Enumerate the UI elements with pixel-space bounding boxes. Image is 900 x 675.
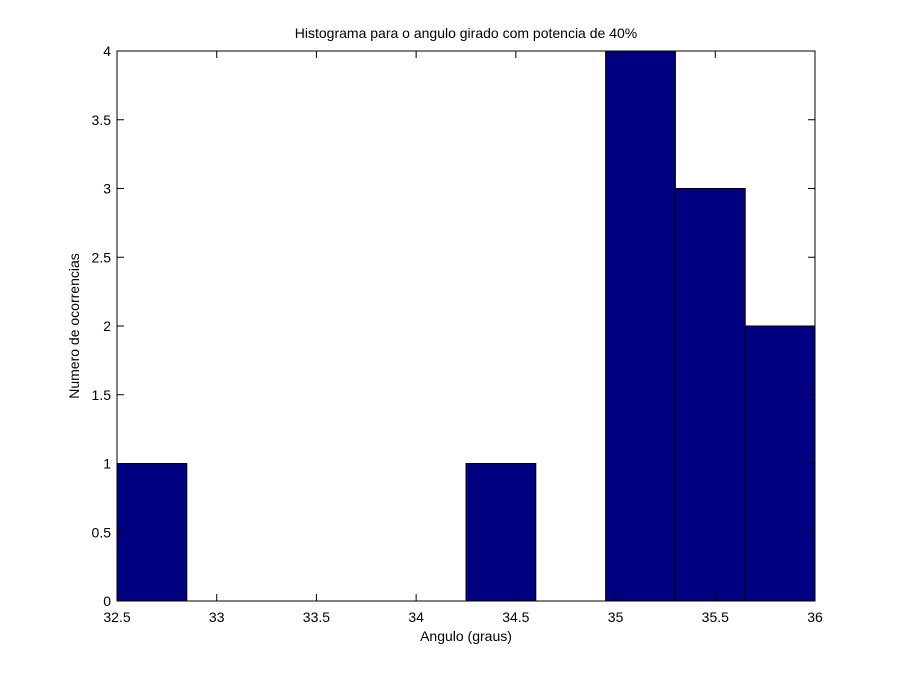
- x-tick-label: 34: [408, 609, 424, 625]
- y-axis-label: Numero de ocorrencias: [66, 253, 82, 399]
- x-tick-label: 35: [608, 609, 624, 625]
- y-tick-label: 3.5: [92, 112, 112, 128]
- x-tick-label: 36: [807, 609, 823, 625]
- plot-frame: [116, 50, 816, 602]
- y-tick-label: 1.5: [92, 387, 112, 403]
- bars-group: [116, 50, 816, 602]
- y-tick-label: 2: [103, 318, 111, 334]
- x-axis-label: Angulo (graus): [420, 628, 512, 644]
- x-tick-label: 32.5: [103, 609, 130, 625]
- y-tick-label: 0: [103, 593, 111, 609]
- histogram-bar-5: [465, 463, 537, 602]
- chart-title: Histograma para o angulo girado com pote…: [295, 25, 637, 41]
- y-axis-ticks: 0 0.5 1 1.5 2 2.5 3 3.5 4: [92, 43, 815, 609]
- y-tick-label: 0.5: [92, 524, 112, 540]
- histogram-bar-0: [116, 463, 188, 602]
- y-tick-label: 2.5: [92, 249, 112, 265]
- x-tick-label: 34.5: [502, 609, 529, 625]
- histogram-bar-9: [744, 325, 816, 602]
- y-tick-label: 1: [103, 456, 111, 472]
- y-tick-label: 3: [103, 181, 111, 197]
- x-tick-label: 33.5: [303, 609, 330, 625]
- histogram-bar-7: [605, 50, 676, 602]
- histogram-bar-8: [674, 188, 746, 602]
- x-tick-label: 33: [209, 609, 225, 625]
- y-tick-label: 4: [103, 43, 111, 59]
- x-axis-ticks: 32.5 33 33.5 34 34.5 35 35.5 36: [103, 51, 823, 625]
- x-tick-label: 35.5: [702, 609, 729, 625]
